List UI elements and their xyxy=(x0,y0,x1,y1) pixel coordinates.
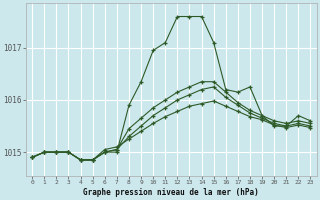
X-axis label: Graphe pression niveau de la mer (hPa): Graphe pression niveau de la mer (hPa) xyxy=(84,188,259,197)
